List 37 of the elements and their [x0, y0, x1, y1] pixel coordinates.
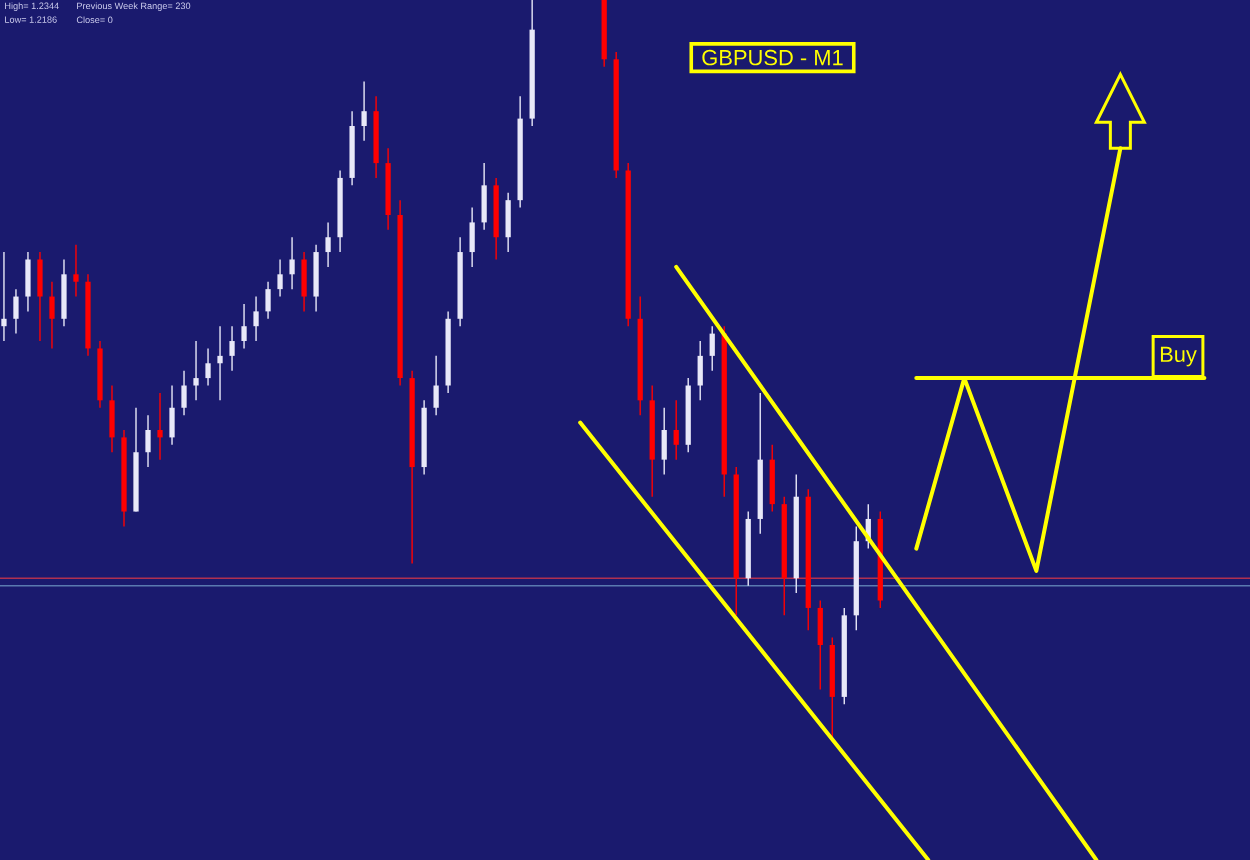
candlestick: [325, 221, 331, 268]
candlestick: [253, 295, 259, 342]
candlestick: [109, 384, 115, 453]
candlestick: [265, 281, 271, 320]
candlestick: [49, 281, 55, 350]
candlestick: [277, 258, 283, 298]
candlestick: [181, 369, 187, 416]
candlestick: [241, 303, 247, 350]
candlestick: [313, 243, 319, 313]
candlestick: [61, 258, 67, 327]
candlestick: [73, 243, 79, 298]
candlestick: [37, 251, 43, 342]
candlestick: [361, 80, 367, 142]
candlestick: [145, 414, 151, 468]
candlestick: [157, 392, 163, 461]
candlestick: [25, 251, 31, 313]
candlestick: [169, 384, 175, 446]
candlestick: [289, 236, 295, 290]
candlestick: [1, 251, 7, 342]
candlestick: [505, 192, 511, 253]
series-label: Buy: [1160, 346, 1197, 367]
text: GBPUSD - M1: [702, 49, 843, 66]
candlestick: [229, 325, 235, 372]
candlestick: [193, 340, 199, 402]
candlestick: [469, 206, 475, 268]
candlestick: [301, 251, 307, 313]
candlestick: [769, 444, 775, 513]
candlestick: [817, 599, 823, 691]
candlestick: [661, 407, 667, 476]
candlestick: [217, 325, 223, 402]
candlestick: [697, 340, 703, 402]
candlestick: [709, 325, 715, 372]
candlestick: [481, 162, 487, 231]
candlestick: [673, 399, 679, 461]
candlestick: [433, 355, 439, 416]
candlestick: [205, 347, 211, 387]
candlestick: [13, 288, 19, 335]
